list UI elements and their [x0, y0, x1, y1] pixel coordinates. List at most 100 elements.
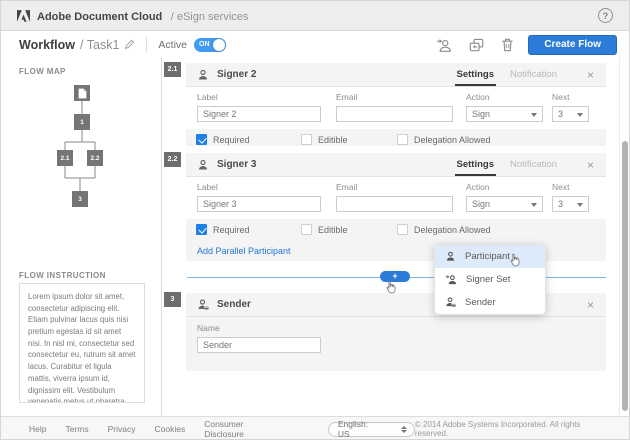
close-icon[interactable]: × — [586, 297, 594, 312]
name-input[interactable] — [197, 337, 321, 353]
email-field-label: Email — [336, 182, 358, 192]
tab-settings[interactable]: Settings — [454, 69, 497, 86]
toolbar-divider — [146, 37, 148, 52]
copyright-text: © 2014 Adobe Systems Incorporated. All r… — [414, 420, 581, 438]
flow-map-connectors — [64, 101, 96, 191]
action-field-label: Action — [466, 182, 490, 192]
label-field-label: Label — [197, 92, 218, 102]
menu-item-signer-set[interactable]: Signer Set — [435, 268, 545, 291]
tab-notification[interactable]: Notification — [509, 69, 557, 80]
add-participant-icon[interactable] — [436, 38, 452, 52]
chevron-down-icon — [577, 203, 583, 207]
toggle-on-text: ON — [199, 40, 210, 48]
tab-notification[interactable]: Notification — [509, 159, 557, 170]
card-title: Sender — [217, 299, 251, 310]
editor-edge-divider — [619, 57, 620, 416]
action-select[interactable]: Sign — [466, 106, 543, 122]
signer2-card-header: Signer 2 Settings Notification × — [186, 63, 606, 87]
brand-suffix: / eSign services — [170, 10, 249, 23]
step-badge-2-1: 2.1 — [164, 62, 181, 77]
chevron-down-icon — [531, 113, 537, 117]
workflow-toolbar: Workflow / Task1 Active ON Create Flow — [1, 32, 629, 57]
flow-node-1[interactable]: 1 — [74, 114, 90, 130]
next-select[interactable]: 3 — [552, 106, 589, 122]
brand-name: Adobe Document Cloud — [37, 10, 163, 23]
editible-checkbox[interactable]: Editible — [301, 134, 397, 145]
checkbox-icon — [301, 224, 312, 235]
signer2-fields: Label Email Action Sign Next 3 — [186, 87, 606, 129]
participant-icon — [445, 251, 456, 262]
sender-fields: Name — [186, 317, 606, 353]
flow-instruction-title: FLOW INSTRUCTION — [19, 271, 106, 280]
signer2-card: Signer 2 Settings Notification × Label E… — [186, 63, 606, 146]
vertical-scrollbar[interactable] — [622, 141, 628, 411]
person-icon — [197, 159, 209, 171]
footer: Help Terms Privacy Cookies Consumer Disc… — [1, 416, 629, 439]
language-select[interactable]: English: US — [327, 419, 415, 439]
next-field-label: Next — [552, 92, 570, 102]
tab-settings[interactable]: Settings — [454, 159, 497, 176]
editible-checkbox[interactable]: Editible — [301, 224, 397, 235]
copy-icon[interactable] — [469, 38, 484, 52]
label-field-label: Label — [197, 182, 218, 192]
action-field-label: Action — [466, 92, 490, 102]
trash-icon[interactable] — [501, 38, 514, 52]
footer-link-cookies[interactable]: Cookies — [154, 424, 186, 434]
step-badge-2-2: 2.2 — [164, 152, 181, 167]
app-header: Adobe Document Cloud / eSign services ? — [1, 1, 629, 31]
flow-instruction-text: Lorem ipsum dolor sit amet, consectetur … — [19, 283, 145, 403]
next-select[interactable]: 3 — [552, 196, 589, 212]
insert-participant-menu: Participant Signer Set Sender — [434, 244, 546, 315]
edit-task-name-icon[interactable] — [124, 39, 135, 50]
checkbox-icon — [301, 134, 312, 145]
signer3-card-header: Signer 3 Settings Notification × — [186, 153, 606, 177]
footer-link-consumer-disclosure[interactable]: Consumer Disclosure — [204, 419, 244, 439]
sender-card: Sender × Name — [186, 293, 606, 371]
chevron-down-icon — [577, 113, 583, 117]
brand: Adobe Document Cloud / eSign services — [17, 7, 248, 25]
checkbox-icon — [397, 224, 408, 235]
active-toggle[interactable]: ON — [194, 37, 226, 52]
sender-card-header: Sender × — [186, 293, 606, 317]
workflow-editor: 2.1 Signer 2 Settings Notification × Lab… — [162, 57, 629, 416]
flow-node-document[interactable] — [74, 85, 90, 101]
step-badge-3: 3 — [164, 292, 181, 307]
select-arrows-icon — [400, 425, 407, 433]
required-checkbox[interactable]: Required — [196, 134, 301, 145]
close-icon[interactable]: × — [586, 157, 594, 172]
action-select[interactable]: Sign — [466, 196, 543, 212]
create-flow-button[interactable]: Create Flow — [528, 34, 617, 55]
active-label: Active — [158, 38, 187, 51]
footer-link-terms[interactable]: Terms — [65, 424, 89, 434]
delegation-checkbox[interactable]: Delegation Allowed — [397, 224, 491, 235]
email-field-label: Email — [336, 92, 358, 102]
label-input[interactable] — [197, 196, 321, 212]
flow-node-2-1[interactable]: 2.1 — [57, 150, 73, 166]
delegation-checkbox[interactable]: Delegation Allowed — [397, 134, 491, 145]
footer-link-help[interactable]: Help — [29, 424, 47, 434]
required-checkbox[interactable]: Required — [196, 224, 301, 235]
footer-link-privacy[interactable]: Privacy — [107, 424, 136, 434]
insert-step-button[interactable]: + — [380, 271, 410, 282]
menu-item-sender[interactable]: Sender — [435, 291, 545, 314]
signer3-card: Signer 3 Settings Notification × Label E… — [186, 153, 606, 261]
next-field-label: Next — [552, 182, 570, 192]
sidebar: FLOW MAP 1 2.1 2.2 3 FLOW INSTRUCTION Lo… — [1, 57, 162, 416]
signer-set-icon — [445, 274, 457, 285]
email-input[interactable] — [336, 196, 453, 212]
sender-person-icon — [197, 298, 209, 311]
name-field-label: Name — [197, 323, 220, 333]
sender-icon — [445, 297, 456, 308]
menu-item-participant[interactable]: Participant — [435, 245, 545, 268]
breadcrumb-task: / Task1 — [80, 37, 120, 52]
flow-node-3[interactable]: 3 — [72, 191, 88, 207]
help-icon[interactable]: ? — [598, 8, 613, 23]
close-icon[interactable]: × — [586, 67, 594, 82]
card-title: Signer 2 — [217, 69, 257, 80]
add-parallel-participant-link[interactable]: Add Parallel Participant — [197, 246, 291, 256]
flow-node-2-2[interactable]: 2.2 — [87, 150, 103, 166]
label-input[interactable] — [197, 106, 321, 122]
email-input[interactable] — [336, 106, 453, 122]
chevron-down-icon — [531, 203, 537, 207]
